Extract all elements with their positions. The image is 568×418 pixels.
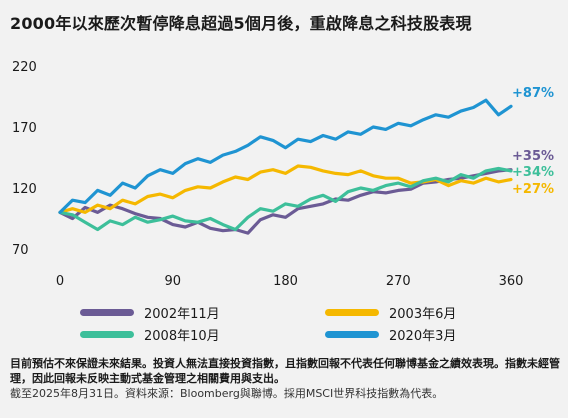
series-end-label: +35%: [512, 149, 554, 164]
series-end-label: +34%: [512, 165, 554, 180]
footnote-source: 截至2025年8月31日。資料來源：Bloomberg與聯博。採用MSCI世界科…: [10, 387, 444, 400]
legend-label: 2003年6月: [389, 307, 457, 322]
legend-swatch: [80, 309, 134, 316]
legend-label: 2002年11月: [144, 307, 220, 322]
chart-legend: 2002年11月 2003年6月 2008年10月 2020年3月: [80, 303, 500, 347]
x-tick-label: 90: [164, 274, 181, 289]
x-tick-label: 180: [273, 274, 298, 289]
y-tick-label: 170: [12, 121, 37, 136]
series-end-label: +27%: [512, 182, 554, 197]
y-tick-label: 120: [12, 182, 37, 197]
x-tick-label: 0: [56, 274, 64, 289]
line-chart: 70 120 170 220 0 90 180 270 360 +35% +27% +34% +87%: [12, 60, 554, 289]
series-line-3: [58, 166, 513, 232]
chart-title: 2000年以來歷次暫停降息超過5個月後，重啟降息之科技股表現: [10, 14, 472, 33]
legend-item: 2020年3月: [325, 325, 456, 344]
legend-item: 2008年10月: [80, 325, 220, 344]
y-tick-label: 70: [12, 243, 29, 258]
footnote-disclaimer: 目前預估不來保證未來結果。投資人無法直接投資指數，且指數回報不代表任何聯博基金之…: [10, 357, 560, 385]
legend-swatch: [325, 309, 379, 316]
legend-swatch: [325, 331, 379, 338]
x-tick-label: 270: [386, 274, 411, 289]
y-tick-label: 220: [12, 60, 37, 75]
legend-item: 2002年11月: [80, 303, 220, 322]
legend-label: 2020年3月: [389, 329, 457, 344]
series-end-label: +87%: [512, 86, 554, 101]
footnote: 目前預估不來保證未來結果。投資人無法直接投資指數，且指數回報不代表任何聯博基金之…: [10, 356, 562, 401]
x-tick-label: 360: [499, 274, 524, 289]
series-line-4: [58, 98, 513, 214]
series-line-1: [58, 168, 513, 235]
legend-label: 2008年10月: [144, 329, 220, 344]
legend-swatch: [80, 331, 134, 338]
legend-item: 2003年6月: [325, 303, 456, 322]
